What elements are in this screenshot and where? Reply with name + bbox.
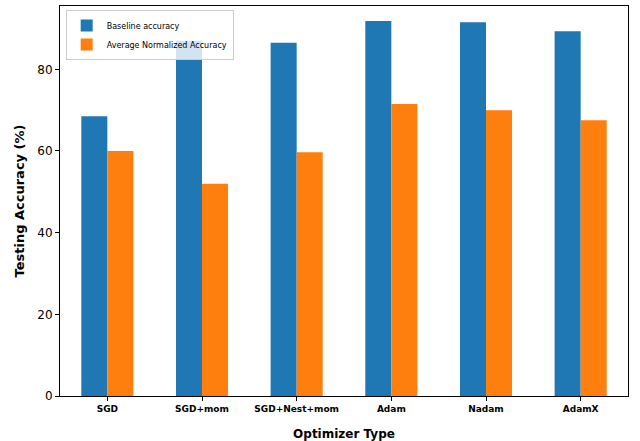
svg-text:40: 40 — [37, 226, 52, 240]
svg-text:SGD+Nest+mom: SGD+Nest+mom — [254, 404, 339, 414]
svg-text:AdamX: AdamX — [563, 404, 599, 414]
svg-text:Optimizer Type: Optimizer Type — [293, 427, 395, 441]
svg-text:0: 0 — [45, 389, 53, 403]
svg-text:60: 60 — [37, 144, 52, 158]
svg-text:Adam: Adam — [377, 404, 406, 414]
svg-text:Baseline accuracy: Baseline accuracy — [107, 22, 180, 31]
svg-text:20: 20 — [37, 308, 52, 322]
svg-text:Testing Accuracy (%): Testing Accuracy (%) — [12, 125, 27, 278]
svg-text:SGD: SGD — [97, 404, 118, 414]
svg-text:Nadam: Nadam — [468, 404, 504, 414]
svg-text:80: 80 — [37, 63, 52, 77]
svg-text:Average Normalized Accuracy: Average Normalized Accuracy — [107, 41, 227, 50]
svg-text:SGD+mom: SGD+mom — [175, 404, 229, 414]
